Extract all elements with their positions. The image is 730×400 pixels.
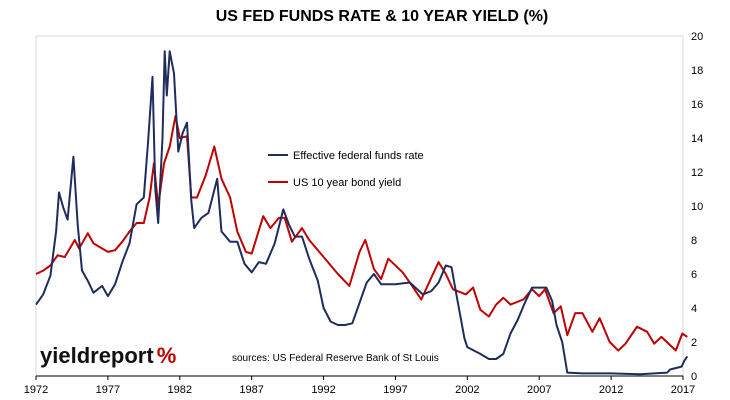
x-tick-label: 2007 bbox=[527, 384, 551, 396]
x-tick-label: 2017 bbox=[671, 384, 695, 396]
y-tick-labels: 0 2 4 6 8 10 12 14 16 18 20 bbox=[691, 31, 703, 383]
x-tick-labels: 1972 1977 1982 1987 1992 1997 2002 2007 2012 2017 bbox=[24, 376, 695, 396]
x-tick-label: 1997 bbox=[383, 384, 407, 396]
y-tick-label: 2 bbox=[691, 337, 697, 349]
x-tick-label: 1977 bbox=[96, 384, 120, 396]
logo-percent-mark: % bbox=[157, 343, 177, 368]
x-tick-label: 2002 bbox=[455, 384, 479, 396]
legend: Effective federal funds rate US 10 year … bbox=[268, 150, 424, 189]
y-tick-label: 8 bbox=[691, 235, 697, 247]
legend-label-fed-funds: Effective federal funds rate bbox=[293, 150, 424, 162]
y-tick-label: 12 bbox=[691, 167, 703, 179]
x-tick-label: 1987 bbox=[239, 384, 263, 396]
plot-area bbox=[35, 35, 684, 377]
source-note: sources: US Federal Reserve Bank of St L… bbox=[232, 353, 439, 364]
logo-wordmark: yieldreport% bbox=[40, 343, 176, 368]
series-line-10y-yield bbox=[35, 114, 688, 352]
x-tick-label: 1982 bbox=[168, 384, 192, 396]
y-tick-label: 4 bbox=[691, 303, 697, 315]
y-tick-label: 20 bbox=[691, 31, 703, 43]
legend-label-10y: US 10 year bond yield bbox=[293, 177, 401, 189]
logo-word: yieldreport bbox=[40, 343, 154, 368]
y-tick-label: 14 bbox=[691, 133, 703, 145]
y-tick-label: 0 bbox=[691, 371, 697, 383]
y-tick-label: 6 bbox=[691, 269, 697, 281]
series-line-fed-funds bbox=[35, 50, 689, 376]
y-tick-label: 16 bbox=[691, 99, 703, 111]
y-tick-label: 10 bbox=[691, 201, 703, 213]
x-tick-label: 1992 bbox=[311, 384, 335, 396]
y-tick-label: 18 bbox=[691, 65, 703, 77]
series-layer bbox=[35, 50, 689, 376]
yieldreport-logo: yieldreport% bbox=[40, 343, 176, 368]
x-tick-label: 2012 bbox=[599, 384, 623, 396]
x-tick-label: 1972 bbox=[24, 384, 48, 396]
chart-title: US FED FUNDS RATE & 10 YEAR YIELD (%) bbox=[216, 8, 549, 25]
